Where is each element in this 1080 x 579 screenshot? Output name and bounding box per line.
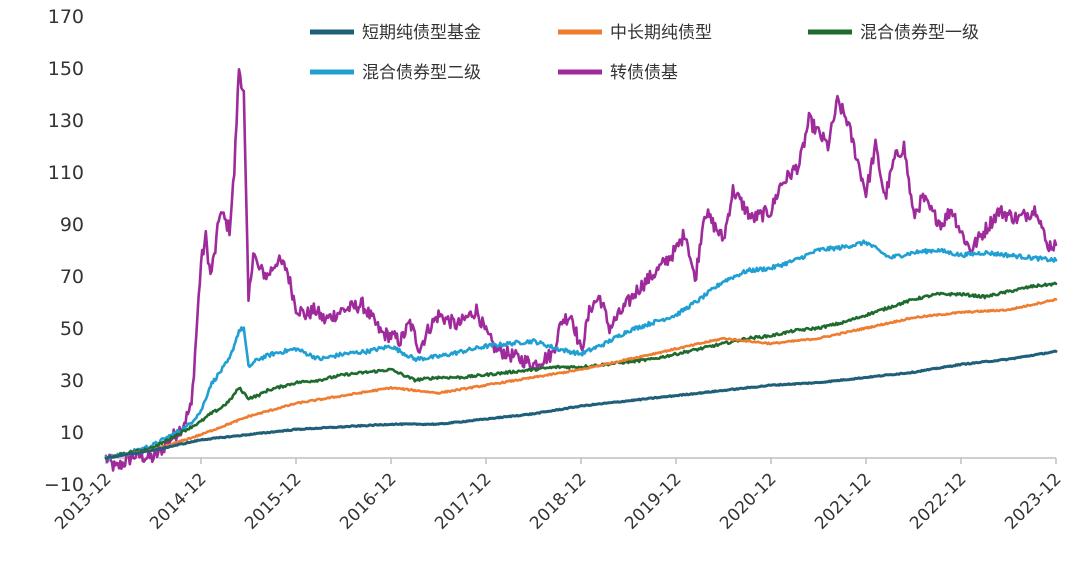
legend-label: 短期纯债型基金 bbox=[362, 23, 481, 43]
x-tick-label: 2016-12 bbox=[336, 469, 400, 533]
series-line-0 bbox=[104, 349, 1058, 460]
x-tick-label: 2017-12 bbox=[431, 469, 495, 533]
y-tick-label: 50 bbox=[60, 318, 84, 340]
y-tick-label: 10 bbox=[60, 422, 84, 444]
legend-label: 中长期纯债型 bbox=[610, 23, 712, 43]
x-tick-label: 2015-12 bbox=[241, 469, 305, 533]
legend-label: 混合债券型一级 bbox=[860, 23, 979, 43]
y-tick-label: 110 bbox=[48, 162, 84, 184]
y-tick-label: 130 bbox=[48, 110, 84, 132]
x-tick-label: 2019-12 bbox=[621, 469, 685, 533]
x-tick-label: 2014-12 bbox=[146, 469, 210, 533]
y-axis-ticks: −10 10 30 50 70 90 110 130 150 170 bbox=[44, 6, 84, 496]
x-tick-label: 2023-12 bbox=[1001, 469, 1065, 533]
x-tick-label: 2021-12 bbox=[811, 469, 875, 533]
series-lines bbox=[104, 68, 1058, 472]
y-tick-label: 150 bbox=[48, 58, 84, 80]
series-line-2 bbox=[104, 281, 1058, 460]
y-tick-label: 170 bbox=[48, 6, 84, 28]
x-axis-ticks: 2013-12 2014-12 2015-12 2016-12 2017-12 2018-… bbox=[51, 458, 1066, 534]
y-tick-label: −10 bbox=[44, 474, 84, 496]
legend-label: 转债债基 bbox=[610, 63, 678, 83]
series-line-4 bbox=[104, 68, 1058, 472]
y-tick-label: 30 bbox=[60, 370, 84, 392]
series-line-1 bbox=[104, 297, 1058, 460]
x-tick-label: 2018-12 bbox=[526, 469, 590, 533]
x-tick-label: 2020-12 bbox=[716, 469, 780, 533]
x-tick-label: 2022-12 bbox=[906, 469, 970, 533]
y-tick-label: 90 bbox=[60, 214, 84, 236]
y-tick-label: 70 bbox=[60, 266, 84, 288]
series-line-3 bbox=[104, 239, 1058, 461]
legend-label: 混合债券型二级 bbox=[362, 63, 481, 83]
